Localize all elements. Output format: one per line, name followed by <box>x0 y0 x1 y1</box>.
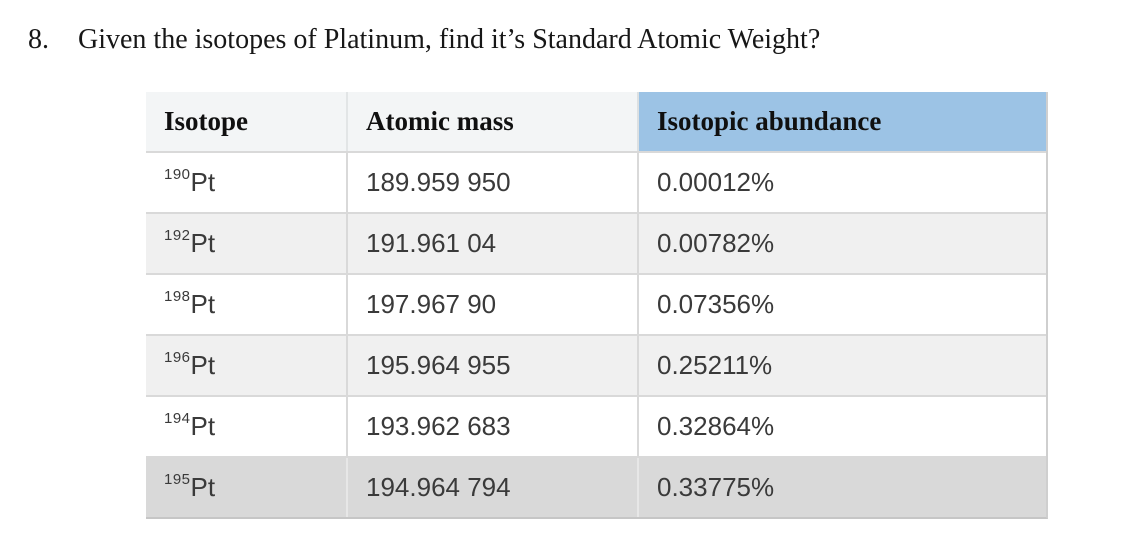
mass-number: 195 <box>164 471 191 488</box>
isotope-cell: 194 Pt <box>146 397 346 456</box>
table-row: 195 Pt 194.964 794 0.33775% <box>146 456 1046 517</box>
element-symbol: Pt <box>190 472 216 502</box>
atomic-mass-cell: 189.959 950 <box>346 153 637 212</box>
mass-number: 198 <box>164 288 191 305</box>
element-symbol: Pt <box>190 228 216 258</box>
atomic-mass-cell: 194.964 794 <box>346 458 637 517</box>
isotope-cell: 192 Pt <box>146 214 346 273</box>
question-number: 8. <box>28 24 49 55</box>
mass-number: 194 <box>164 410 191 427</box>
isotope-table: Isotope Atomic mass Isotopic abundance 1… <box>146 92 1048 519</box>
element-symbol: Pt <box>190 167 216 197</box>
atomic-mass-cell: 193.962 683 <box>346 397 637 456</box>
column-header-atomic-mass: Atomic mass <box>346 92 637 151</box>
table-row: 196 Pt 195.964 955 0.25211% <box>146 334 1046 395</box>
column-header-isotope: Isotope <box>146 92 346 151</box>
element-symbol: Pt <box>190 289 216 319</box>
table-row: 190 Pt 189.959 950 0.00012% <box>146 151 1046 212</box>
abundance-cell: 0.00782% <box>637 214 1046 273</box>
atomic-mass-cell: 195.964 955 <box>346 336 637 395</box>
isotope-cell: 195 Pt <box>146 458 346 517</box>
element-symbol: Pt <box>190 411 216 441</box>
abundance-cell: 0.00012% <box>637 153 1046 212</box>
abundance-cell: 0.25211% <box>637 336 1046 395</box>
isotope-cell: 196 Pt <box>146 336 346 395</box>
mass-number: 190 <box>164 166 191 183</box>
column-header-isotopic-abundance: Isotopic abundance <box>637 92 1046 151</box>
atomic-mass-cell: 191.961 04 <box>346 214 637 273</box>
abundance-cell: 0.32864% <box>637 397 1046 456</box>
mass-number: 192 <box>164 227 191 244</box>
abundance-cell: 0.07356% <box>637 275 1046 334</box>
mass-number: 196 <box>164 349 191 366</box>
question-line: 8. Given the isotopes of Platinum, find … <box>28 24 820 56</box>
abundance-cell: 0.33775% <box>637 458 1046 517</box>
table-row: 194 Pt 193.962 683 0.32864% <box>146 395 1046 456</box>
question-text: Given the isotopes of Platinum, find it’… <box>78 24 821 55</box>
isotope-cell: 190 Pt <box>146 153 346 212</box>
table-header-row: Isotope Atomic mass Isotopic abundance <box>146 92 1046 151</box>
atomic-mass-cell: 197.967 90 <box>346 275 637 334</box>
table-row: 192 Pt 191.961 04 0.00782% <box>146 212 1046 273</box>
isotope-cell: 198 Pt <box>146 275 346 334</box>
element-symbol: Pt <box>190 350 216 380</box>
table-row: 198 Pt 197.967 90 0.07356% <box>146 273 1046 334</box>
